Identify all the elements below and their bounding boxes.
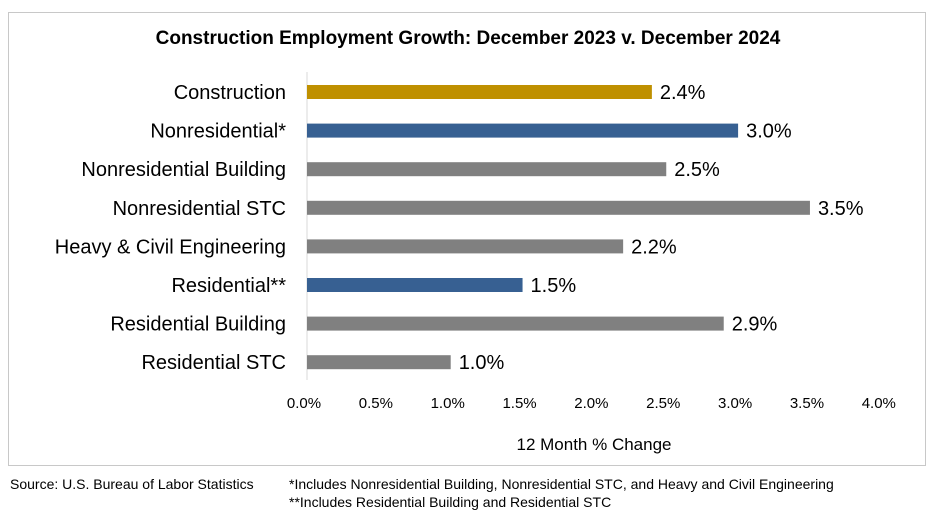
category-label: Residential Building bbox=[110, 314, 286, 336]
x-tick-label: 2.5% bbox=[646, 395, 680, 412]
chart-title: Construction Employment Growth: December… bbox=[155, 28, 781, 49]
source-note: Source: U.S. Bureau of Labor Statistics bbox=[10, 476, 254, 492]
bar bbox=[307, 278, 523, 292]
x-tick-label: 3.0% bbox=[718, 395, 752, 412]
x-tick-label: 2.0% bbox=[574, 395, 608, 412]
bar bbox=[307, 85, 652, 99]
bar bbox=[307, 316, 724, 331]
category-label: Nonresidential* bbox=[150, 121, 286, 143]
x-tick-label: 0.5% bbox=[359, 395, 393, 412]
x-tick-label: 4.0% bbox=[862, 395, 896, 412]
bar bbox=[307, 239, 624, 254]
footnote-residential: **Includes Residential Building and Resi… bbox=[289, 494, 612, 510]
category-label: Heavy & Civil Engineering bbox=[55, 236, 286, 258]
data-label: 2.9% bbox=[732, 314, 778, 336]
category-label: Construction bbox=[174, 82, 286, 104]
bar bbox=[307, 355, 451, 370]
bar bbox=[307, 123, 739, 138]
category-label: Nonresidential Building bbox=[81, 159, 286, 181]
x-tick-label: 0.0% bbox=[287, 395, 321, 412]
data-label: 2.4% bbox=[660, 82, 706, 104]
chart-frame bbox=[8, 12, 926, 466]
x-axis-title: 12 Month % Change bbox=[517, 435, 672, 454]
x-tick-label: 1.0% bbox=[431, 395, 465, 412]
data-label: 2.5% bbox=[674, 159, 720, 181]
category-label: Nonresidential STC bbox=[113, 198, 286, 220]
x-tick-label: 1.5% bbox=[502, 395, 536, 412]
data-label: 3.0% bbox=[746, 121, 792, 143]
footnote-nonresidential: *Includes Nonresidential Building, Nonre… bbox=[289, 476, 834, 492]
data-label: 2.2% bbox=[631, 236, 677, 258]
bar bbox=[307, 162, 667, 177]
x-tick-label: 3.5% bbox=[790, 395, 824, 412]
category-label: Residential STC bbox=[141, 352, 286, 374]
data-label: 3.5% bbox=[818, 198, 864, 220]
data-label: 1.5% bbox=[531, 275, 577, 297]
bar bbox=[307, 200, 810, 215]
data-label: 1.0% bbox=[459, 352, 505, 374]
category-label: Residential** bbox=[171, 275, 286, 297]
